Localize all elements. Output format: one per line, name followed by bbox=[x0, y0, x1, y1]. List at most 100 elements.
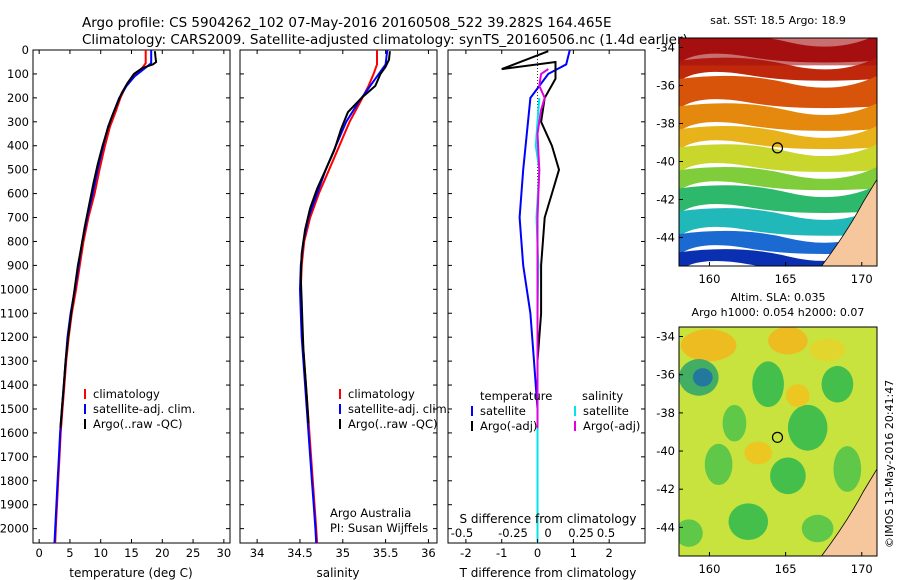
y-tick-label: 1400 bbox=[0, 378, 29, 392]
legend-label: climatology bbox=[348, 387, 415, 401]
salinity-xlabel: salinity bbox=[316, 566, 359, 580]
legend-group-title: salinity bbox=[582, 389, 623, 403]
x-tick-label: 10 bbox=[93, 546, 108, 560]
sla-anomaly-blob bbox=[679, 519, 703, 547]
legend-label: Argo(-adj) bbox=[583, 419, 640, 433]
y-tick-label: 2000 bbox=[0, 522, 29, 536]
sst-color-band bbox=[679, 185, 877, 214]
x-tick-label: 35.5 bbox=[373, 546, 399, 560]
legend-label: satellite-adj. clim. bbox=[93, 402, 195, 416]
x-tick-label: 0 bbox=[35, 546, 42, 560]
series-line-0 bbox=[54, 50, 147, 544]
y-tick-label: 1500 bbox=[0, 402, 29, 416]
x-tick-label: 20 bbox=[155, 546, 170, 560]
sst-map-title: sat. SST: 18.5 Argo: 18.9 bbox=[710, 14, 846, 27]
sla-map-title-2: Argo h1000: 0.054 h2000: 0.07 bbox=[692, 306, 865, 319]
x-top-tick-label: 0 bbox=[544, 526, 551, 540]
argo-float-marker bbox=[771, 142, 784, 154]
sla-anomaly-blob bbox=[821, 365, 854, 403]
map-y-tick-label: -44 bbox=[656, 520, 675, 534]
sla-anomaly-blob bbox=[744, 441, 773, 465]
map-x-tick-label: 165 bbox=[775, 272, 797, 286]
y-tick-label: 800 bbox=[7, 234, 29, 248]
legend-label: satellite bbox=[480, 404, 526, 418]
salinity-plot-frame bbox=[239, 49, 438, 544]
y-tick-label: 1700 bbox=[0, 450, 29, 464]
difference-xlabel-top: S difference from climatology bbox=[460, 512, 637, 526]
sla-anomaly-blob bbox=[692, 368, 713, 387]
map-y-tick-label: -42 bbox=[656, 482, 675, 496]
x-tick-label: 1 bbox=[570, 546, 577, 560]
sst-warm-patch bbox=[679, 38, 877, 66]
x-tick-label: 2 bbox=[606, 546, 613, 560]
sla-map-panel: Altim. SLA: 0.035 Argo h1000: 0.054 h200… bbox=[656, 291, 878, 576]
sst-color-band bbox=[679, 230, 877, 255]
x-tick-label: -2 bbox=[460, 546, 471, 560]
y-tick-label: 0 bbox=[22, 43, 29, 57]
sla-anomaly-blob bbox=[728, 503, 769, 540]
x-top-tick-label: 0.25 bbox=[568, 526, 594, 540]
series-line-0 bbox=[518, 49, 571, 543]
sla-map-title-1: Altim. SLA: 0.035 bbox=[730, 291, 825, 304]
x-tick-label: 25 bbox=[186, 546, 201, 560]
y-tick-label: 900 bbox=[7, 258, 29, 272]
sla-anomaly-blob bbox=[722, 404, 747, 442]
y-tick-label: 1800 bbox=[0, 474, 29, 488]
y-tick-label: 1600 bbox=[0, 426, 29, 440]
map-x-tick-label: 160 bbox=[698, 562, 720, 576]
y-tick-label: 1900 bbox=[0, 498, 29, 512]
y-tick-label: 200 bbox=[7, 91, 29, 105]
y-tick-label: 1100 bbox=[0, 306, 29, 320]
sst-color-band bbox=[679, 75, 877, 109]
series-line-2 bbox=[299, 51, 391, 424]
series-line-1 bbox=[501, 50, 561, 429]
x-tick-label: 36 bbox=[421, 546, 436, 560]
sla-anomaly-blob bbox=[785, 384, 810, 408]
y-tick-label: 1000 bbox=[0, 282, 29, 296]
sst-map-frame bbox=[678, 37, 878, 267]
series-line-1 bbox=[53, 50, 153, 544]
annotation-argo-australia: Argo Australia bbox=[330, 506, 411, 520]
y-tick-label: 700 bbox=[7, 211, 29, 225]
map-y-tick-label: -38 bbox=[656, 406, 675, 420]
y-tick-label: 100 bbox=[7, 67, 29, 81]
temperature-xlabel: temperature (deg C) bbox=[69, 566, 192, 580]
series-line-3 bbox=[536, 68, 549, 429]
legend-label: climatology bbox=[93, 387, 160, 401]
map-x-tick-label: 165 bbox=[775, 562, 797, 576]
imos-credit: ©IMOS 13-May-2016 20:41:47 bbox=[883, 380, 896, 548]
sla-anomaly-blob bbox=[768, 327, 808, 355]
sla-anomaly-blob bbox=[752, 361, 784, 408]
y-tick-label: 600 bbox=[7, 187, 29, 201]
map-y-tick-label: -34 bbox=[656, 330, 675, 344]
sla-anomaly-blob bbox=[770, 457, 806, 495]
sla-anomaly-blob bbox=[833, 446, 862, 492]
x-top-tick-label: -0.5 bbox=[451, 526, 473, 540]
sla-anomaly-blob bbox=[680, 329, 737, 362]
map-y-tick-label: -42 bbox=[656, 193, 675, 207]
y-tick-label: 300 bbox=[7, 115, 29, 129]
x-tick-label: -1 bbox=[496, 546, 507, 560]
sla-anomaly-blob bbox=[704, 443, 733, 486]
annotation-pi-name: PI: Susan Wijffels bbox=[330, 521, 428, 535]
legend-label: Argo(..raw -QC) bbox=[348, 417, 438, 431]
legend-label: satellite bbox=[583, 404, 629, 418]
x-tick-label: 34 bbox=[250, 546, 265, 560]
x-tick-label: 5 bbox=[66, 546, 73, 560]
sla-anomaly-blob bbox=[787, 404, 828, 451]
title-line-1: Argo profile: CS 5904262_102 07-May-2016… bbox=[82, 15, 612, 31]
x-top-tick-label: -0.25 bbox=[498, 526, 528, 540]
sst-color-band bbox=[679, 103, 877, 132]
map-y-tick-label: -36 bbox=[656, 79, 675, 93]
difference-plot-frame bbox=[447, 49, 646, 544]
x-tick-label: 0 bbox=[534, 546, 541, 560]
x-top-tick-label: 0.5 bbox=[597, 526, 615, 540]
map-y-tick-label: -40 bbox=[656, 444, 675, 458]
map-y-tick-label: -36 bbox=[656, 368, 675, 382]
legend-label: satellite-adj. clim. bbox=[348, 402, 450, 416]
sla-heatmap bbox=[679, 327, 877, 556]
sla-anomaly-blob bbox=[801, 514, 834, 543]
map-x-tick-label: 160 bbox=[698, 272, 720, 286]
